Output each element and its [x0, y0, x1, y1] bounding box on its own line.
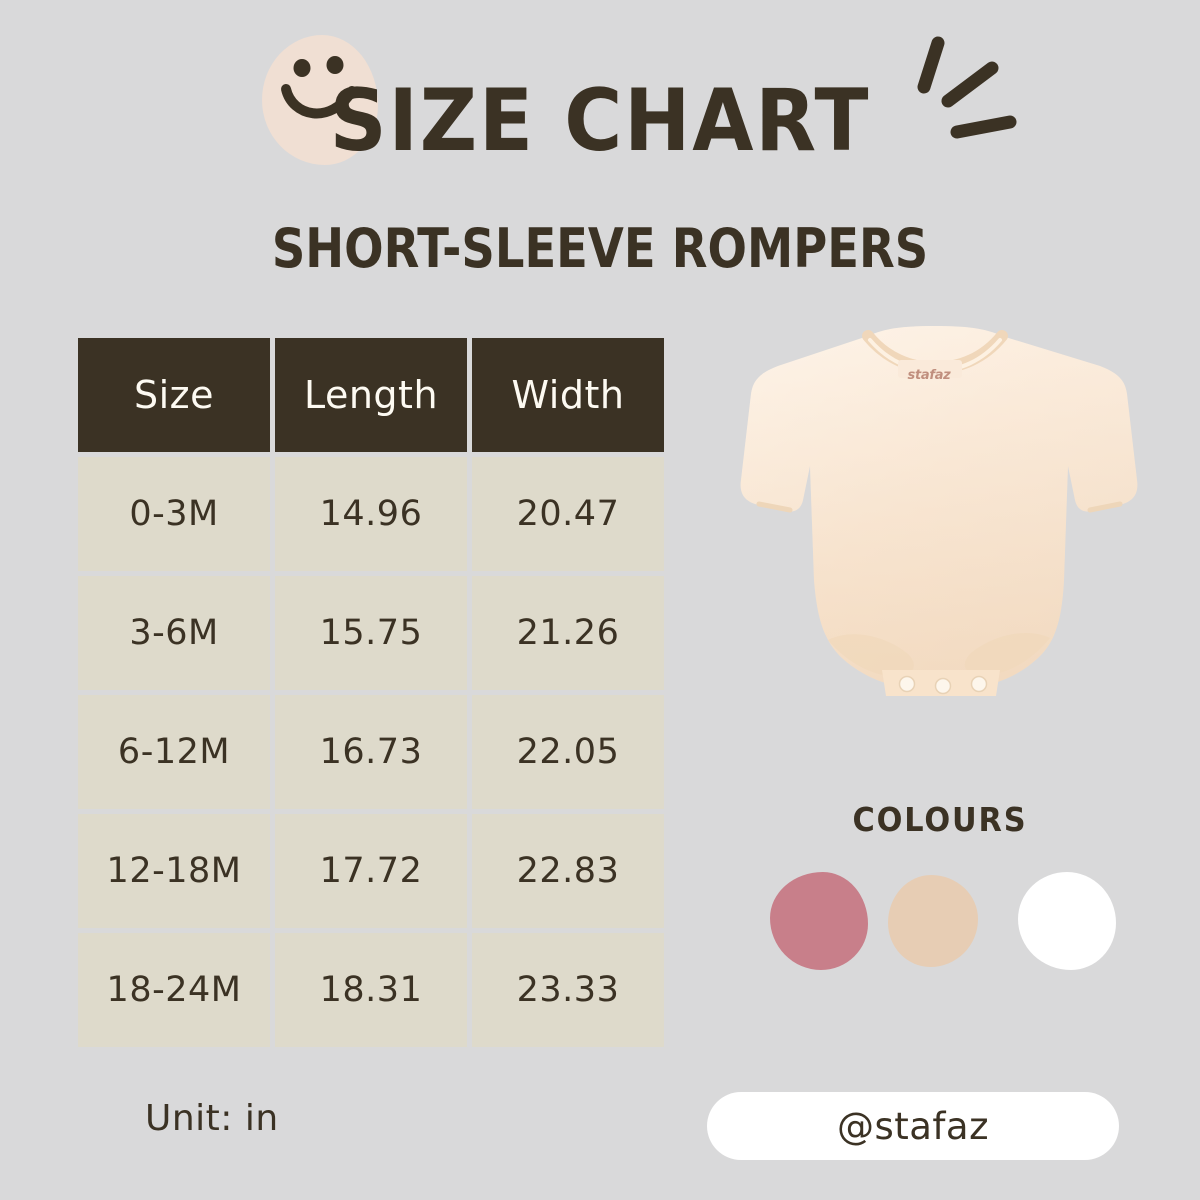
size-chart-table: Size Length Width 0-3M 14.96 20.47 3-6M … — [78, 338, 664, 1047]
table-row: 20.47 — [472, 457, 664, 571]
colour-swatch-peach-beige[interactable] — [888, 875, 978, 967]
table-header-length: Length — [275, 338, 467, 452]
table-header-width: Width — [472, 338, 664, 452]
sparkle-lines-icon — [917, 36, 1017, 139]
table-row: 17.72 — [275, 814, 467, 928]
colour-swatch-white[interactable] — [1018, 872, 1116, 970]
colours-section-title: COLOURS — [852, 800, 1028, 839]
table-row: 18.31 — [275, 933, 467, 1047]
social-handle-text: @stafaz — [836, 1104, 990, 1148]
page-title: SIZE CHART — [329, 71, 871, 171]
table-header-size: Size — [78, 338, 270, 452]
colour-swatch-dusty-rose[interactable] — [770, 872, 868, 970]
table-row: 6-12M — [78, 695, 270, 809]
table-row: 15.75 — [275, 576, 467, 690]
table-row: 0-3M — [78, 457, 270, 571]
table-row: 23.33 — [472, 933, 664, 1047]
unit-note: Unit: in — [145, 1098, 279, 1139]
table-row: 21.26 — [472, 576, 664, 690]
social-handle-badge[interactable]: @stafaz — [707, 1092, 1119, 1160]
neck-brand-label: stafaz — [907, 368, 951, 383]
table-row: 3-6M — [78, 576, 270, 690]
table-row: 22.83 — [472, 814, 664, 928]
smiley-blob-decoration — [262, 35, 378, 165]
table-row: 18-24M — [78, 933, 270, 1047]
table-row: 14.96 — [275, 457, 467, 571]
page-subtitle: SHORT-SLEEVE ROMPERS — [271, 217, 929, 280]
table-row: 12-18M — [78, 814, 270, 928]
table-row: 16.73 — [275, 695, 467, 809]
short-sleeve-romper-photo — [740, 326, 1138, 696]
smiley-face-icon — [281, 56, 357, 119]
colour-swatch-row — [770, 872, 1120, 972]
table-row: 22.05 — [472, 695, 664, 809]
